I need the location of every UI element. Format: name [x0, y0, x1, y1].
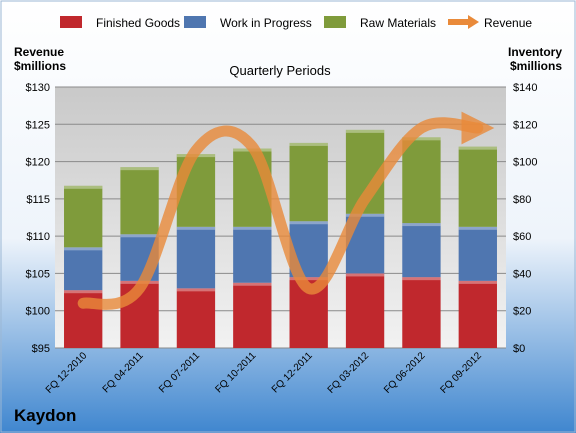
bar-raw-materials	[458, 146, 497, 227]
right-tick-label: $0	[513, 343, 525, 355]
left-axis-label-line2: $millions	[14, 59, 66, 73]
revenue-line	[77, 111, 495, 310]
bar-highlight-raw-materials	[64, 185, 103, 189]
right-axis-label-line2: $millions	[510, 59, 562, 73]
bar-finished-goods	[458, 280, 497, 348]
bar-raw-materials	[64, 185, 103, 248]
bar-highlight-finished-goods	[289, 277, 328, 281]
bar-highlight-finished-goods	[64, 290, 103, 294]
right-tick-label: $120	[513, 119, 537, 131]
left-tick-label: $95	[32, 343, 50, 355]
bar-highlight-raw-materials	[458, 146, 497, 150]
bar-highlight-raw-materials	[289, 142, 328, 146]
company-name: Kaydon	[14, 406, 76, 425]
left-tick-label: $115	[26, 194, 50, 206]
bar-raw-materials	[120, 167, 159, 235]
bar-work-in-progress	[64, 247, 103, 291]
bar-highlight-finished-goods	[233, 282, 272, 286]
left-tick-label: $125	[26, 119, 50, 131]
right-tick-label: $20	[513, 306, 531, 318]
bar-highlight-work-in-progress	[345, 213, 385, 217]
bar-finished-goods	[345, 273, 385, 348]
bar-highlight-raw-materials	[345, 129, 385, 133]
left-tick-label: $120	[26, 157, 50, 169]
left-tick-label: $110	[26, 231, 50, 243]
legend-swatch-finished-goods	[60, 16, 82, 28]
legend-swatch-raw-materials	[324, 16, 346, 28]
right-tick-label: $40	[513, 268, 531, 280]
legend-label-raw-materials: Raw Materials	[360, 16, 436, 30]
bar-highlight-finished-goods	[345, 273, 385, 277]
bar-highlight-work-in-progress	[289, 221, 328, 225]
bar-finished-goods	[402, 277, 441, 348]
bar-work-in-progress	[458, 226, 497, 281]
legend-label-work-in-progress: Work in Progress	[220, 16, 312, 30]
right-tick-label: $80	[513, 194, 531, 206]
right-tick-label: $140	[513, 82, 537, 94]
tick-labels: $95 $0 $100 $20 $105 $40 $110 $60 $115 $80 $120 $10…	[26, 82, 538, 355]
bar-highlight-work-in-progress	[64, 247, 103, 251]
left-tick-label: $100	[26, 306, 50, 318]
left-tick-label: $105	[26, 268, 50, 280]
bar-work-in-progress	[176, 226, 216, 289]
right-tick-label: $60	[513, 231, 531, 243]
bar-work-in-progress	[233, 226, 272, 283]
bar-raw-materials	[289, 142, 328, 222]
bar-highlight-finished-goods	[402, 277, 441, 281]
bar-highlight-raw-materials	[402, 137, 441, 141]
bar-highlight-work-in-progress	[402, 223, 441, 227]
legend: Finished Goods Work in Progress Raw Materi…	[60, 15, 532, 30]
left-axis-label-line1: Revenue	[14, 45, 64, 59]
legend-arrow-revenue	[468, 15, 479, 29]
bar-highlight-work-in-progress	[233, 226, 272, 230]
bar-raw-materials	[402, 137, 441, 224]
bar-highlight-raw-materials	[120, 167, 159, 171]
legend-label-revenue: Revenue	[484, 16, 532, 30]
legend-label-finished-goods: Finished Goods	[96, 16, 180, 30]
bar-finished-goods	[176, 288, 216, 348]
chart-subtitle: Quarterly Periods	[229, 63, 331, 78]
bar-work-in-progress	[402, 223, 441, 278]
left-tick-label: $130	[26, 82, 50, 94]
bar-finished-goods	[233, 282, 272, 348]
bar-highlight-work-in-progress	[176, 226, 216, 230]
bar-highlight-finished-goods	[176, 288, 216, 292]
right-axis-label-line1: Inventory	[508, 45, 562, 59]
legend-swatch-work-in-progress	[184, 16, 206, 28]
right-tick-label: $100	[513, 157, 537, 169]
revenue-line-group	[77, 111, 495, 310]
bar-highlight-finished-goods	[458, 280, 497, 284]
bar-highlight-work-in-progress	[120, 234, 159, 238]
bar-highlight-work-in-progress	[458, 226, 497, 230]
